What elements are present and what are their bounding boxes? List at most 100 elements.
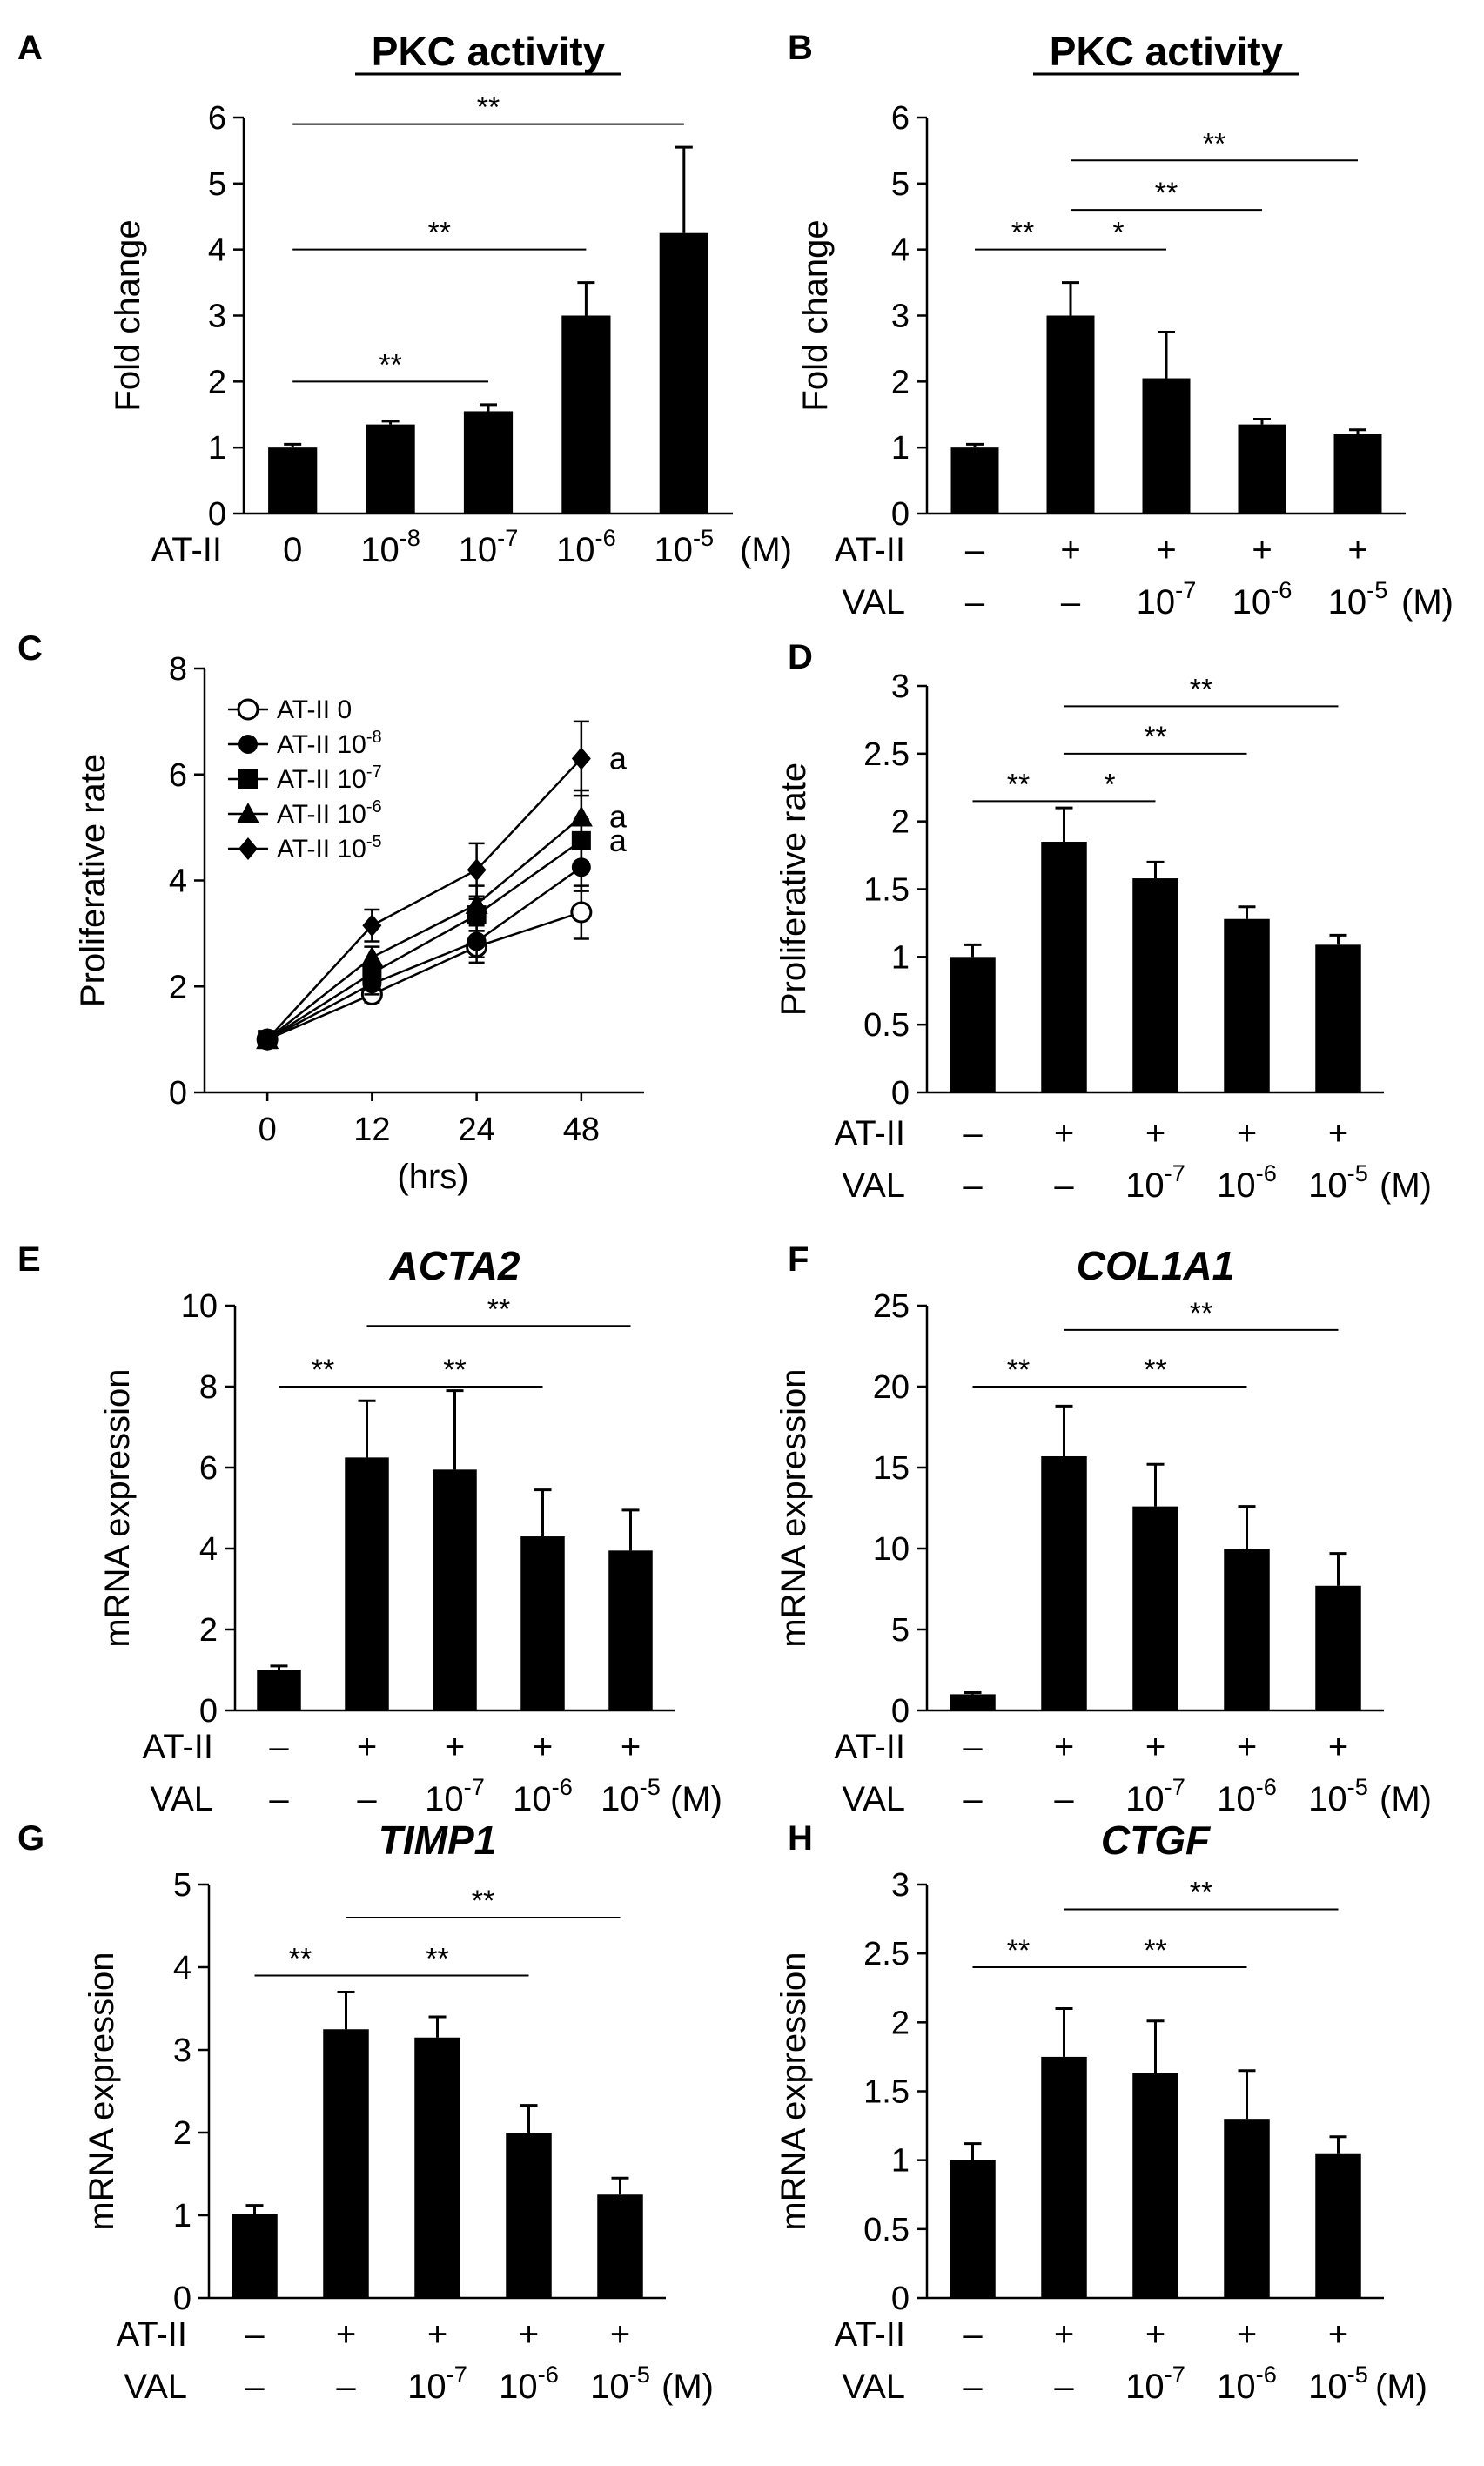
y-tick-label: 0.5 (863, 1007, 910, 1044)
category-label: + (1328, 2315, 1348, 2354)
category-label: – (963, 1728, 983, 1766)
y-tick-label: 2.5 (863, 736, 910, 773)
y-axis-label: mRNA expression (775, 1368, 813, 1647)
category-label: – (336, 2368, 356, 2406)
category-label: 10-7 (1125, 2361, 1185, 2406)
category-label: – (965, 583, 985, 622)
y-tick-label: 2 (891, 364, 910, 400)
point-annotation: a (609, 823, 628, 858)
category-label: – (1054, 2368, 1074, 2406)
marker (571, 747, 591, 770)
significance-label: ** (1155, 177, 1178, 210)
y-tick-label: 2 (891, 804, 910, 841)
category-label: + (1328, 1114, 1348, 1152)
row-label: AT-II (835, 1114, 905, 1152)
y-tick-label: 1.5 (863, 872, 910, 909)
x-tick-label: 24 (458, 1112, 494, 1148)
panel-A: A PKC activity 0 1 2 3 4 5 6 Fold change ** ** ** AT-… (17, 29, 792, 569)
series-line (266, 839, 582, 1041)
row-label: VAL (842, 1166, 905, 1205)
bar (1315, 944, 1361, 1092)
bar (608, 1550, 653, 1710)
bar (520, 1536, 565, 1710)
category-label: + (610, 2315, 630, 2354)
category-label: + (1156, 531, 1176, 569)
row-label: AT-II (117, 2315, 187, 2354)
category-label: 10-7 (425, 1773, 485, 1818)
category-label: – (245, 2368, 265, 2406)
marker (237, 698, 259, 721)
y-tick-label: 2 (891, 2005, 910, 2041)
unit-label: (M) (1401, 583, 1454, 622)
chart-title: COL1A1 (1077, 1243, 1234, 1288)
bar (1132, 878, 1178, 1092)
significance-label: ** (1144, 721, 1166, 754)
category-label: – (1061, 583, 1081, 622)
y-tick-label: 4 (199, 1531, 218, 1568)
y-tick-label: 3 (891, 1867, 910, 1904)
bar (433, 1469, 477, 1710)
category-label: 10-5 (601, 1773, 661, 1818)
panel-label: B (788, 29, 813, 67)
y-tick-label: 0 (891, 2281, 910, 2317)
category-label: + (1060, 531, 1080, 569)
chart-title: CTGF (1101, 1818, 1212, 1863)
category-label: 10-6 (1232, 576, 1293, 622)
category-label: – (963, 1166, 983, 1205)
category-label: + (1145, 1728, 1165, 1766)
category-label: – (357, 1780, 377, 1818)
panel-label: G (17, 1819, 44, 1858)
category-label: 10-7 (1125, 1773, 1185, 1818)
category-label: + (1054, 1114, 1074, 1152)
y-tick-label: 4 (173, 1950, 191, 1986)
significance-label: ** (1190, 1877, 1212, 1910)
bar (1224, 918, 1270, 1092)
y-axis-label: Proliferative rate (775, 763, 813, 1016)
y-tick-label: 0 (891, 496, 910, 533)
y-tick-label: 0 (891, 1693, 910, 1730)
bar (950, 957, 996, 1092)
marker (360, 945, 384, 967)
significance-label: ** (1011, 217, 1034, 250)
x-tick-label: 12 (353, 1112, 390, 1148)
marker (570, 901, 593, 924)
marker (238, 837, 258, 860)
category-label: + (519, 2315, 539, 2354)
y-tick-label: 1 (173, 2198, 191, 2234)
y-tick-label: 8 (169, 651, 187, 688)
bar (1132, 2073, 1178, 2298)
row-label: VAL (842, 583, 905, 622)
category-label: + (1145, 1114, 1165, 1152)
significance-label: ** (312, 1354, 334, 1387)
y-tick-label: 6 (208, 100, 226, 137)
bar (1315, 2153, 1361, 2298)
category-label: + (1237, 1728, 1257, 1766)
significance-label: ** (1190, 1297, 1212, 1330)
bar (414, 2037, 460, 2298)
marker (238, 769, 258, 789)
panel-label: A (17, 29, 43, 67)
category-label: + (445, 1728, 465, 1766)
category-label: 10-5 (654, 524, 714, 569)
y-tick-label: 3 (891, 299, 910, 335)
y-tick-label: 1 (208, 430, 226, 467)
panel-H: H CTGF 0 0.5 1 1.5 2 2.5 3 mRNA expression ** ** ** A… (775, 1818, 1427, 2406)
marker (569, 805, 593, 827)
legend-label: AT-II 0 (277, 695, 352, 724)
category-label: 10-7 (1137, 576, 1197, 622)
x-axis-label: (hrs) (397, 1158, 468, 1196)
bar (345, 1457, 389, 1710)
category-label: 10-7 (1125, 1159, 1185, 1205)
marker (467, 858, 487, 882)
unit-label: (M) (1380, 1780, 1432, 1818)
category-label: + (621, 1728, 641, 1766)
y-tick-label: 2 (173, 2115, 191, 2152)
y-tick-label: 20 (873, 1369, 910, 1406)
bar (1315, 1585, 1361, 1710)
y-tick-label: 2.5 (863, 1936, 910, 1972)
series-line (266, 757, 582, 1040)
bar (1046, 315, 1095, 514)
y-tick-label: 15 (873, 1450, 910, 1487)
